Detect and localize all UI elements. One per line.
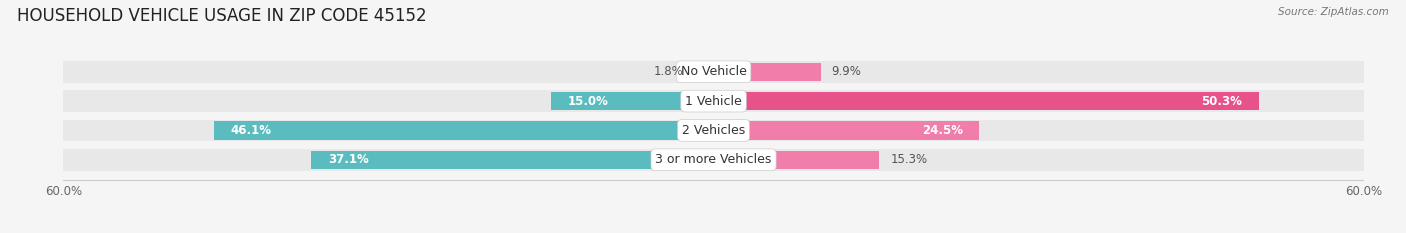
Bar xyxy=(63,149,1364,171)
Text: 9.9%: 9.9% xyxy=(832,65,862,78)
Text: 3 or more Vehicles: 3 or more Vehicles xyxy=(655,153,772,166)
Text: 15.3%: 15.3% xyxy=(890,153,928,166)
Text: 1 Vehicle: 1 Vehicle xyxy=(685,95,742,108)
Bar xyxy=(214,121,713,140)
Text: 2 Vehicles: 2 Vehicles xyxy=(682,124,745,137)
Bar xyxy=(63,90,1364,112)
Text: No Vehicle: No Vehicle xyxy=(681,65,747,78)
Bar xyxy=(695,63,713,81)
Text: 24.5%: 24.5% xyxy=(922,124,963,137)
Bar xyxy=(551,92,713,110)
Bar xyxy=(713,151,879,169)
Bar xyxy=(63,61,1364,83)
Bar xyxy=(713,63,821,81)
Text: 50.3%: 50.3% xyxy=(1202,95,1243,108)
Bar xyxy=(63,120,1364,141)
Text: 37.1%: 37.1% xyxy=(328,153,368,166)
Text: 15.0%: 15.0% xyxy=(567,95,609,108)
Text: HOUSEHOLD VEHICLE USAGE IN ZIP CODE 45152: HOUSEHOLD VEHICLE USAGE IN ZIP CODE 4515… xyxy=(17,7,426,25)
Text: Source: ZipAtlas.com: Source: ZipAtlas.com xyxy=(1278,7,1389,17)
Bar xyxy=(312,151,713,169)
Bar xyxy=(713,121,979,140)
Bar xyxy=(713,92,1258,110)
Text: 1.8%: 1.8% xyxy=(654,65,683,78)
Text: 46.1%: 46.1% xyxy=(231,124,271,137)
